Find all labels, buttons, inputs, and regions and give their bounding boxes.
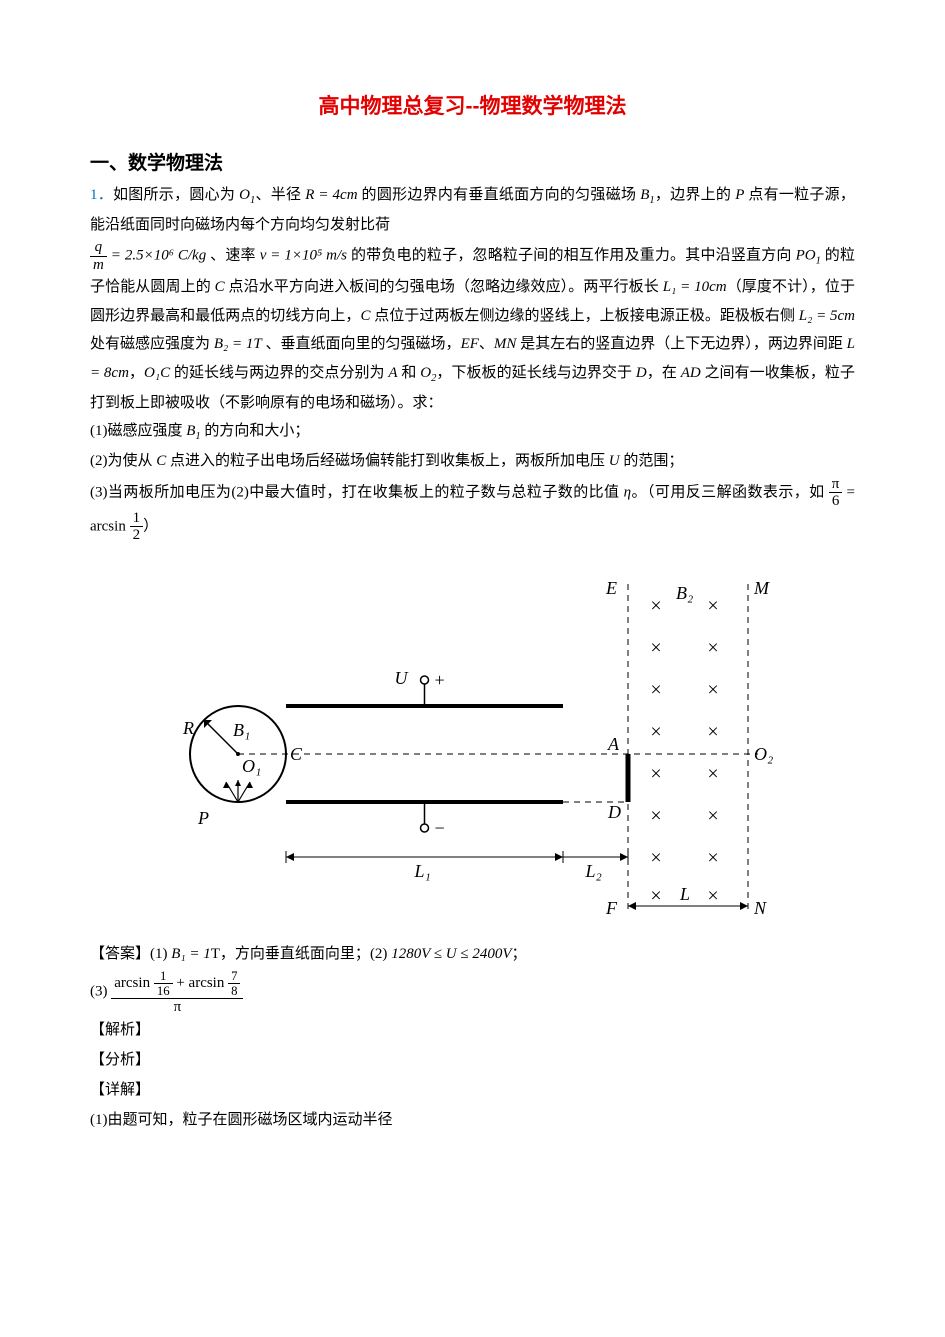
svg-text:B₂: B₂ [676,583,693,603]
detail-label: 【详解】 [90,1082,150,1098]
svg-text:D: D [607,802,621,822]
svg-text:F: F [605,898,618,918]
answer-label: 【答案】 [90,946,150,962]
svg-text:L: L [679,884,690,904]
svg-text:−: − [434,818,444,838]
svg-text:×: × [650,679,661,701]
svg-text:R: R [182,718,194,738]
svg-text:B₁: B₁ [233,720,250,740]
answer-block: 【答案】(1) B₁ = 1T，方向垂直纸面向里；(2) 1280V ≤ U ≤… [90,939,855,1136]
svg-text:×: × [707,763,718,785]
explain-label: 【解析】 [90,1022,150,1038]
page-title: 高中物理总复习--物理数学物理法 [90,90,855,120]
svg-text:A: A [607,734,620,754]
svg-text:P: P [197,808,209,828]
svg-text:U: U [394,668,408,688]
svg-text:O₂: O₂ [754,744,773,764]
svg-text:×: × [707,885,718,907]
svg-text:×: × [650,847,661,869]
svg-text:L₁: L₁ [413,861,430,881]
section-header: 一、数学物理法 [90,148,855,175]
svg-text:×: × [707,721,718,743]
svg-text:N: N [753,898,767,918]
svg-text:×: × [650,721,661,743]
svg-text:×: × [650,763,661,785]
svg-text:O₁: O₁ [242,756,261,776]
svg-text:+: + [434,670,444,690]
svg-text:E: E [605,578,617,598]
svg-text:×: × [650,595,661,617]
svg-text:×: × [707,595,718,617]
physics-diagram: RB₁O₁PCU+−L₁L₂EFMNB₂××××××××××××××××AO₂D… [90,554,855,929]
problem-text: 1．如图所示，圆心为 O1、半径 R = 4cm 的圆形边界内有垂直纸面方向的匀… [90,181,855,544]
question-number: 1． [90,187,113,203]
svg-text:×: × [707,847,718,869]
svg-text:M: M [753,578,770,598]
analyze-label: 【分析】 [90,1052,150,1068]
svg-text:×: × [707,805,718,827]
svg-text:×: × [707,637,718,659]
svg-text:×: × [650,885,661,907]
svg-text:×: × [650,637,661,659]
svg-text:L₂: L₂ [584,861,601,881]
svg-text:×: × [707,679,718,701]
svg-text:×: × [650,805,661,827]
